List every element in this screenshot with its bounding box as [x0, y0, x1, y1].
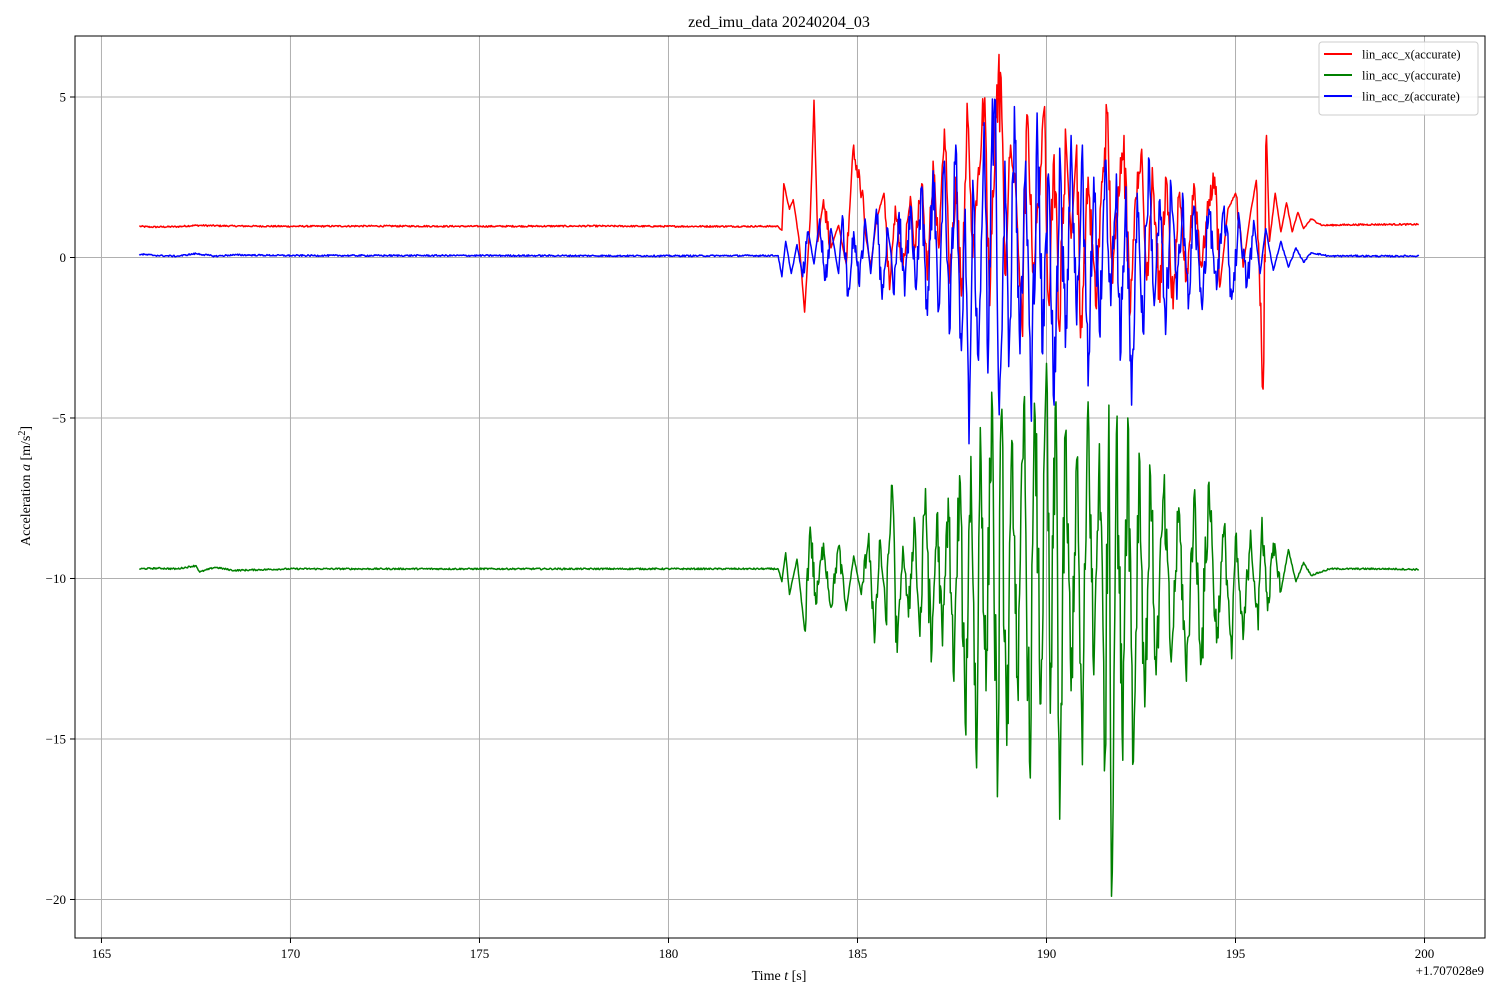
x-tick-label: 190 [1037, 946, 1057, 961]
series-line-1 [139, 53, 1419, 390]
legend: lin_acc_x(accurate) lin_acc_y(accurate)li… [1318, 41, 1479, 116]
y-tick-label: −20 [46, 892, 66, 907]
y-axis-label: Acceleration a [m/s2] [17, 426, 35, 546]
y-tick-label: −5 [52, 410, 66, 425]
x-tick-label: 185 [848, 946, 868, 961]
x-axis-label: Time t [s] [752, 969, 807, 984]
x-axis-ticks: 165 170 175 180 185 190 195 200 [92, 938, 1435, 961]
series-line-2 [139, 362, 1420, 898]
legend-label: lin_acc_z(accurate) [1362, 90, 1460, 104]
y-tick-label: −10 [46, 571, 66, 586]
grid-lines [75, 36, 1485, 938]
series-line-3 [138, 98, 1420, 445]
x-tick-label: 175 [470, 946, 490, 961]
legend-label: lin_acc_y(accurate) [1362, 69, 1461, 83]
x-tick-label: 170 [281, 946, 301, 961]
x-tick-label: 200 [1415, 946, 1435, 961]
x-offset-label: +1.707028e9 [1416, 963, 1484, 978]
x-tick-label: 165 [92, 946, 112, 961]
x-tick-label: 180 [659, 946, 679, 961]
y-axis-ticks: 5 0 −5 −10 −15 −20 [46, 89, 75, 907]
legend-box [1318, 41, 1479, 116]
y-tick-label: 5 [60, 89, 67, 104]
plot-frame [74, 35, 1486, 939]
y-tick-label: 0 [60, 250, 67, 265]
legend-label: lin_acc_x(accurate) [1362, 48, 1461, 62]
chart-title: zed_imu_data 20240204_03 [688, 14, 870, 31]
series-layer [138, 53, 1420, 898]
x-tick-label: 195 [1226, 946, 1246, 961]
y-tick-label: −15 [46, 731, 66, 746]
